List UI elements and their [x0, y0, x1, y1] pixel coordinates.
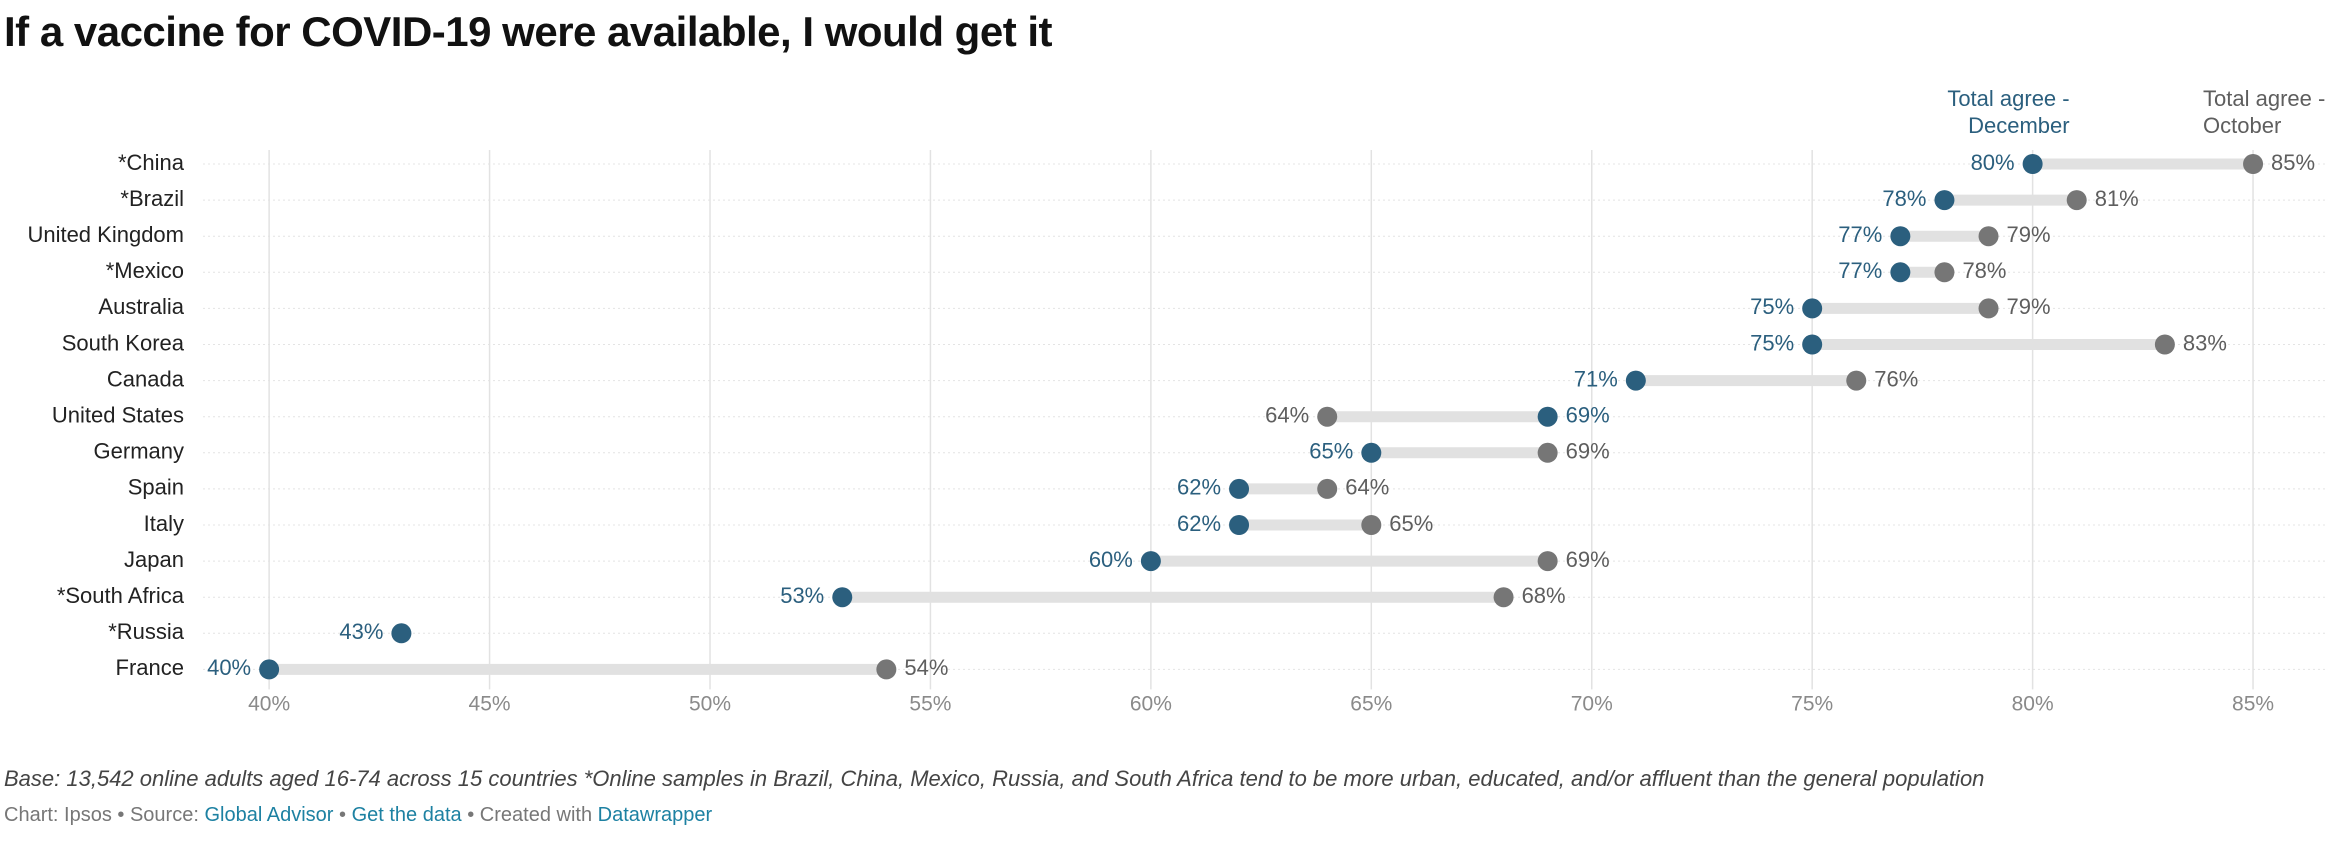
dot: [1802, 334, 1823, 355]
chart: 40% 45% 50% 55% 60% 65% 70% 75% 80% 85% *China 80% 8…: [27, 150, 2328, 716]
dot: [2154, 334, 2175, 355]
separator: •: [117, 804, 125, 826]
dot: [1890, 262, 1911, 283]
y-tick-label: Germany: [94, 439, 184, 464]
dot: [1846, 370, 1867, 391]
y-tick-label: Spain: [128, 475, 184, 500]
separator: •: [339, 804, 347, 826]
created-with: Created with: [479, 804, 593, 826]
dot: [259, 659, 280, 680]
separator: •: [467, 804, 475, 826]
dot: [1537, 442, 1558, 463]
dot: [2243, 154, 2264, 174]
value-label: 79%: [2007, 294, 2051, 319]
dot: [1978, 226, 1999, 247]
dot: [1361, 515, 1382, 535]
dot: [1317, 406, 1338, 427]
y-tick-label: *Brazil: [120, 186, 184, 211]
x-tick-label: 80%: [2012, 693, 2054, 716]
x-tick-label: 50%: [689, 693, 731, 716]
credit-chart: Chart: Ipsos: [4, 804, 112, 826]
value-label: 60%: [1089, 547, 1133, 572]
source-label: Source:: [129, 804, 199, 826]
y-tick-label: *China: [118, 150, 185, 175]
legend-item: Total agree - December: [1947, 86, 2070, 138]
footnote: Base: 13,542 online adults aged 16-74 ac…: [4, 766, 1985, 791]
y-tick-label: *Mexico: [106, 258, 184, 283]
value-label: 75%: [1750, 294, 1794, 319]
dot: [876, 659, 897, 680]
dot: [1229, 515, 1250, 535]
value-label: 65%: [1389, 511, 1433, 536]
dot: [1317, 478, 1338, 499]
value-label: 78%: [1882, 186, 1926, 211]
y-tick-label: *Russia: [108, 619, 185, 644]
y-tick-label: Canada: [107, 366, 185, 391]
source-link[interactable]: Global Advisor: [204, 804, 334, 826]
x-tick-label: 60%: [1130, 693, 1172, 716]
value-label: 69%: [1566, 439, 1610, 464]
value-label: 65%: [1309, 439, 1353, 464]
dot: [1537, 551, 1558, 572]
get-data-link[interactable]: Get the data: [351, 804, 462, 826]
value-label: 85%: [2271, 150, 2315, 175]
y-tick-label: Japan: [124, 547, 184, 572]
y-tick-label: France: [116, 655, 184, 680]
value-label: 54%: [904, 655, 948, 680]
value-label: 83%: [2183, 330, 2227, 355]
value-label: 64%: [1345, 475, 1389, 500]
y-tick-label: South Korea: [62, 330, 185, 355]
x-tick-label: 65%: [1350, 693, 1392, 716]
value-label: 62%: [1177, 511, 1221, 536]
x-tick-label: 75%: [1791, 693, 1833, 716]
dot: [832, 587, 853, 608]
value-label: 62%: [1177, 475, 1221, 500]
dot: [1934, 262, 1955, 283]
dot: [1537, 406, 1558, 427]
value-label: 80%: [1971, 150, 2015, 175]
value-label: 43%: [339, 619, 383, 644]
x-tick-label: 70%: [1571, 693, 1613, 716]
x-tick-label: 45%: [469, 693, 511, 716]
value-label: 75%: [1750, 330, 1794, 355]
value-label: 77%: [1838, 258, 1882, 283]
dot: [1493, 587, 1514, 608]
value-label: 53%: [780, 583, 824, 608]
dot: [1978, 298, 1999, 319]
value-label: 40%: [207, 655, 251, 680]
dot: [1890, 226, 1911, 247]
value-label: 64%: [1265, 403, 1309, 428]
dot: [1361, 442, 1382, 463]
tool-link[interactable]: Datawrapper: [597, 804, 713, 826]
dot: [1625, 370, 1646, 391]
value-label: 69%: [1566, 547, 1610, 572]
value-label: 69%: [1566, 403, 1610, 428]
value-label: 77%: [1838, 222, 1882, 247]
dot: [1140, 551, 1161, 572]
dot: [1229, 478, 1250, 499]
dot: [1934, 190, 1955, 211]
dot: [2066, 190, 2087, 211]
y-tick-label: United Kingdom: [27, 222, 184, 247]
value-label: 71%: [1574, 366, 1618, 391]
value-label: 68%: [1522, 583, 1566, 608]
chart-title: If a vaccine for COVID-19 were available…: [4, 8, 1053, 55]
value-label: 79%: [2007, 222, 2051, 247]
credit: Chart: Ipsos • Source: Global Advisor • …: [4, 804, 712, 827]
dot: [391, 623, 412, 644]
x-tick-label: 85%: [2232, 693, 2274, 716]
dot: [2022, 154, 2043, 174]
x-tick-label: 55%: [909, 693, 951, 716]
dot: [1802, 298, 1823, 319]
y-tick-label: *South Africa: [57, 583, 185, 608]
legend-item: Total agree - October: [2203, 86, 2326, 138]
y-tick-label: United States: [52, 403, 184, 428]
value-label: 78%: [1962, 258, 2006, 283]
value-label: 81%: [2095, 186, 2139, 211]
y-tick-label: Italy: [144, 511, 184, 536]
y-tick-label: Australia: [98, 294, 184, 319]
value-label: 76%: [1874, 366, 1918, 391]
x-tick-label: 40%: [248, 693, 290, 716]
